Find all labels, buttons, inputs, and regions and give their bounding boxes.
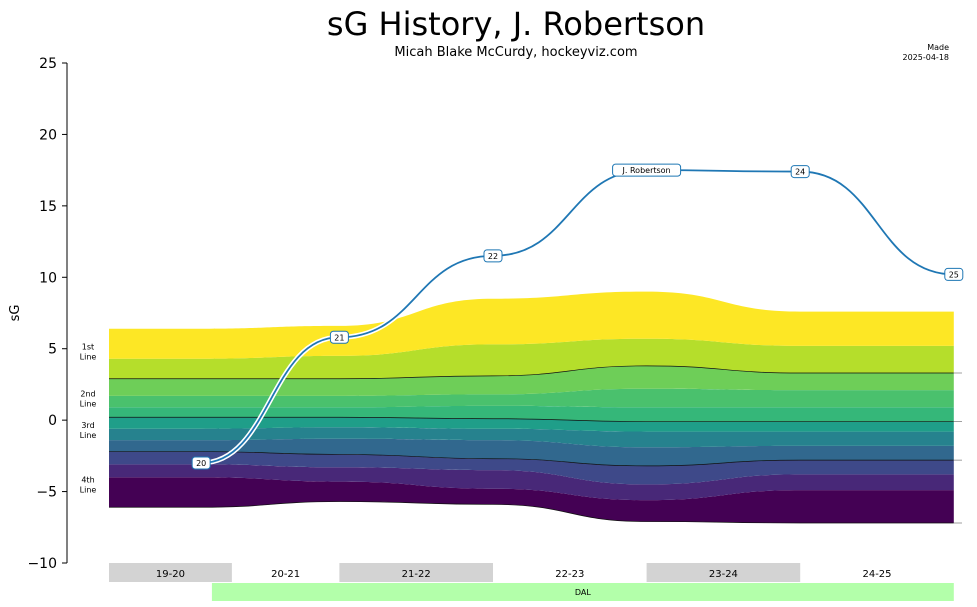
player-series: 20 21 22 J. Robertson 24 25 [191,163,964,470]
y-tick-label: 15 [39,199,57,215]
chart-subtitle: Micah Blake McCurdy, hockeyviz.com [394,45,637,60]
y-tick-label: 0 [48,413,57,429]
point-label: 25 [949,270,959,279]
season-box [109,563,232,582]
point-label-box [944,267,964,281]
y-tick-label: 10 [39,270,57,286]
band-9 [109,338,954,379]
band-1 [109,464,954,501]
line-label: Line [80,431,97,440]
made-date: 2025-04-18 [903,53,950,62]
percentile-bands [109,291,954,523]
point-label-box [483,249,503,263]
line-label: 3rd [81,421,94,430]
point-label-box [191,456,211,470]
line-label: Line [80,400,97,409]
band-5 [109,417,954,432]
line-label: 1st [82,343,94,352]
band-0 [109,477,954,523]
line-label: 4th [81,475,94,484]
made-label: Made [927,43,949,52]
season-label: 19-20 [156,569,185,580]
point-label: 22 [488,252,498,261]
band-6 [109,405,954,422]
y-axis: −10 −5 0 5 10 15 20 25 [27,56,68,572]
team-strip: DAL [211,583,954,601]
y-tick-label: −5 [36,485,57,501]
y-tick-label: −10 [27,556,57,572]
band-2 [109,451,954,485]
divider-line [109,365,954,380]
season-box [339,563,493,582]
point-label-box [329,330,349,344]
chart-title: sG History, J. Robertson [327,5,705,43]
point-label: 21 [334,333,344,342]
season-label: 21-22 [402,569,431,580]
y-axis-label: sG [8,305,23,322]
line-label: Line [80,485,97,494]
season-strip: 19-20 20-21 21-22 22-23 23-24 24-25 [109,563,892,582]
season-label: 23-24 [709,569,738,580]
season-box [646,563,801,582]
point-label: 20 [196,459,206,468]
y-tick-label: 20 [39,127,57,143]
line-label: 2nd [80,390,95,399]
point-label: J. Robertson [622,166,671,175]
series-line [201,169,954,464]
y-tick-label: 5 [48,342,57,358]
season-label: 24-25 [862,569,891,580]
divider-line [109,451,954,467]
season-label: 22-23 [555,569,584,580]
line-label: Line [80,353,97,362]
divider-line [109,416,954,422]
band-7 [109,388,954,408]
line-dividers [108,365,962,524]
y-tick-label: 25 [39,56,57,72]
point-label-box [790,165,810,179]
divider-line [108,501,954,524]
team-box [211,583,954,601]
band-3 [109,438,954,466]
band-8 [109,365,954,396]
band-4 [109,427,954,448]
point-label-box [612,163,682,177]
season-label: 20-21 [271,569,300,580]
team-label: DAL [575,588,591,597]
point-label: 24 [795,168,805,177]
